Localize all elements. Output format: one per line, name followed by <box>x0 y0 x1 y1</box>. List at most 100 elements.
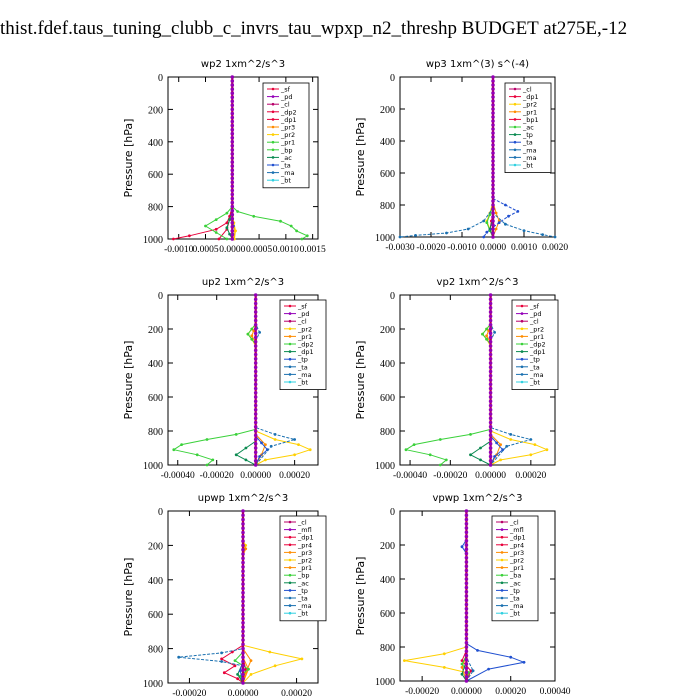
legend-marker <box>288 357 292 361</box>
legend-marker <box>520 373 524 376</box>
data-point <box>250 334 254 338</box>
zero-profile-point <box>230 221 235 225</box>
zero-profile-point <box>230 123 235 128</box>
zero-profile-point <box>491 203 495 207</box>
series-line <box>242 511 303 684</box>
zero-profile-point <box>491 83 495 87</box>
zero-profile-point <box>253 344 258 348</box>
legend-label: _pd <box>529 310 542 318</box>
zero-profile-point <box>241 565 245 569</box>
legend-marker <box>288 551 292 554</box>
legend-label: _ta <box>529 363 540 371</box>
zero-profile-point <box>488 437 493 442</box>
zero-profile-point <box>241 642 245 647</box>
zero-profile-point <box>241 543 245 548</box>
zero-profile-point <box>241 633 245 638</box>
zero-profile-point <box>230 176 235 181</box>
data-point <box>238 669 242 673</box>
zero-profile-point <box>253 399 258 404</box>
zero-profile-point <box>464 573 469 577</box>
zero-profile-point <box>241 556 245 561</box>
legend-label: _pd <box>280 93 293 101</box>
zero-profile-point <box>230 111 235 116</box>
zero-profile-point <box>253 395 258 399</box>
x-tick-label: 0.0010 <box>273 245 299 255</box>
y-tick-label: 600 <box>148 610 163 621</box>
legend-label: _cl <box>280 101 290 109</box>
zero-profile-point <box>241 535 245 539</box>
zero-profile-point <box>464 619 469 624</box>
zero-profile-point <box>253 335 258 340</box>
legend-label: _ac <box>280 154 292 162</box>
data-point <box>225 221 229 225</box>
legend-marker <box>500 581 504 585</box>
zero-profile-point <box>230 136 235 140</box>
legend-marker <box>500 535 504 539</box>
zero-profile-point <box>491 107 495 111</box>
y-tick-label: 0 <box>158 507 163 518</box>
legend-marker <box>288 373 292 376</box>
data-point <box>295 229 298 233</box>
data-point <box>246 332 250 336</box>
zero-profile-point <box>488 378 493 382</box>
data-point <box>507 214 510 218</box>
zero-profile-point <box>253 459 258 463</box>
zero-profile-point <box>488 382 493 387</box>
legend-label: _dp1 <box>297 348 314 356</box>
zero-profile-point <box>253 420 258 425</box>
data-point <box>442 666 446 669</box>
zero-profile-point <box>491 171 495 175</box>
zero-profile-point <box>230 233 235 237</box>
data-point <box>244 547 248 551</box>
zero-profile-point <box>253 391 258 395</box>
legend-marker <box>513 87 517 91</box>
legend-label: _dp1 <box>522 93 539 101</box>
legend-marker <box>271 87 275 91</box>
zero-profile-point <box>464 645 469 649</box>
data-point <box>469 433 472 436</box>
zero-profile-point <box>241 578 245 582</box>
legend-label: _cl <box>297 519 307 527</box>
legend-marker <box>288 528 292 531</box>
data-point <box>250 337 254 341</box>
data-point <box>220 651 224 655</box>
zero-profile-point <box>230 225 235 229</box>
zero-profile-point <box>488 454 493 459</box>
data-point <box>545 448 549 452</box>
zero-profile-point <box>491 87 495 91</box>
data-point <box>488 213 492 217</box>
zero-profile-point <box>241 676 245 681</box>
zero-profile-point <box>491 79 495 83</box>
legend-label: _tp <box>522 131 533 139</box>
data-point <box>250 327 254 331</box>
zero-profile-point <box>253 454 258 459</box>
x-tick-label: -0.00020 <box>200 471 234 481</box>
data-point <box>522 660 526 664</box>
zero-profile-point <box>241 586 245 591</box>
zero-profile-point <box>230 87 235 91</box>
y-axis-label: Pressure [hPa] <box>122 119 135 198</box>
legend-marker <box>288 566 292 569</box>
legend-label: _bt <box>522 162 533 170</box>
zero-profile-point <box>253 310 258 314</box>
zero-profile-point <box>253 433 258 438</box>
zero-profile-point <box>241 638 245 642</box>
zero-profile-point <box>464 607 469 611</box>
legend-marker <box>500 520 504 524</box>
zero-profile-point <box>488 314 493 319</box>
data-point <box>403 659 406 662</box>
legend-marker <box>520 342 524 346</box>
zero-profile-point <box>230 75 235 79</box>
legend-label: _ma <box>522 154 537 162</box>
zero-profile-point <box>253 374 258 378</box>
legend-label: _ma <box>297 371 312 379</box>
zero-profile-point <box>488 340 493 344</box>
legend-marker <box>513 110 517 114</box>
data-point <box>222 671 226 675</box>
plot-frame <box>399 510 556 682</box>
legend-label: _tp <box>297 356 308 364</box>
y-tick-label: 0 <box>390 73 395 84</box>
legend-label: _pr2 <box>297 557 312 565</box>
data-point <box>264 443 267 446</box>
zero-profile-point <box>241 560 245 565</box>
